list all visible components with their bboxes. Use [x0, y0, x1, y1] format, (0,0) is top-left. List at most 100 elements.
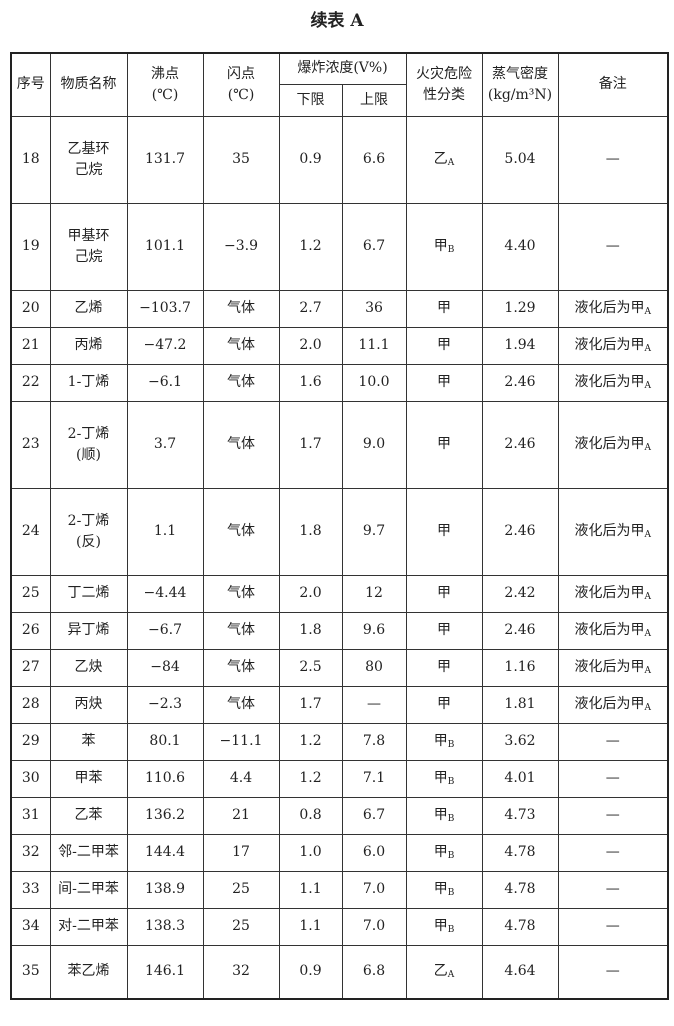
- substance-name-line: 甲苯: [74, 770, 103, 786]
- cell-name: 甲基环 己烷: [49, 202, 128, 291]
- cell-name: 对-二甲苯: [49, 907, 128, 946]
- vapor-label-1: 蒸气密度: [492, 65, 548, 82]
- cell-flash-point: 气体: [202, 685, 280, 724]
- table-row: 24 2-丁烯 (反) 1.1 气体 1.8 9.7 甲 2.46 液化后为甲A: [10, 487, 669, 576]
- cell-hazard-class: 甲: [405, 611, 483, 650]
- remark-text: 液化后为甲: [574, 336, 645, 353]
- remark-text: —: [605, 917, 620, 934]
- cell-no: 28: [10, 685, 51, 724]
- cell-name: 2-丁烯 (顺): [49, 400, 128, 489]
- table-row: 32 邻-二甲苯 144.4 17 1.0 6.0 甲B 4.78—: [10, 833, 669, 872]
- cell-name: 1-丁烯: [49, 363, 128, 402]
- cell-remarks: —: [557, 796, 669, 835]
- cell-name: 乙炔: [49, 648, 128, 687]
- table-row: 29 苯 80.1 −11.1 1.2 7.8 甲B 3.62—: [10, 722, 669, 761]
- table-row: 25 丁二烯 −4.44 气体 2.0 12 甲 2.42 液化后为甲A: [10, 574, 669, 613]
- class-main: 甲: [437, 522, 451, 539]
- cell-upper-limit: 9.7: [341, 487, 407, 576]
- header-no: 序号: [10, 52, 51, 117]
- cell-upper-limit: 6.0: [341, 833, 407, 872]
- cell-boiling-point: 138.9: [126, 870, 204, 909]
- remark-sub: A: [644, 665, 652, 676]
- cell-remarks: —: [557, 722, 669, 761]
- remark-text: 液化后为甲: [574, 695, 645, 712]
- substance-name-line: 乙苯: [74, 807, 103, 823]
- substance-name-line: 苯: [81, 733, 96, 749]
- cell-name: 乙基环 己烷: [49, 115, 128, 204]
- remark-sub: A: [644, 628, 652, 639]
- cell-hazard-class: 甲: [405, 289, 483, 328]
- cell-upper-limit: 6.8: [341, 944, 407, 1000]
- cell-boiling-point: 138.3: [126, 907, 204, 946]
- cell-vapor-density: 4.78: [481, 833, 559, 872]
- class-main: 甲: [437, 373, 451, 390]
- cell-boiling-point: 101.1: [126, 202, 204, 291]
- header-lower: 下限: [278, 83, 343, 117]
- cell-hazard-class: 甲: [405, 326, 483, 365]
- remark-text: 液化后为甲: [574, 621, 645, 638]
- cell-lower-limit: 0.9: [278, 944, 343, 1000]
- class-sub: B: [447, 813, 455, 824]
- remark-text: —: [605, 732, 620, 749]
- cell-no: 27: [10, 648, 51, 687]
- cell-flash-point: 气体: [202, 611, 280, 650]
- class-sub: B: [447, 244, 455, 255]
- cell-hazard-class: 甲B: [405, 796, 483, 835]
- cell-upper-limit: 7.0: [341, 870, 407, 909]
- cell-lower-limit: 1.7: [278, 685, 343, 724]
- cell-boiling-point: −2.3: [126, 685, 204, 724]
- cell-name: 2-丁烯 (反): [49, 487, 128, 576]
- remark-text: —: [605, 806, 620, 823]
- flash-unit: (℃): [227, 86, 255, 103]
- cell-flash-point: 35: [202, 115, 280, 204]
- cell-name: 丙烯: [49, 326, 128, 365]
- cell-hazard-class: 乙A: [405, 115, 483, 204]
- remark-text: —: [605, 237, 620, 254]
- substance-name-line: 丙烯: [74, 337, 103, 353]
- cell-no: 19: [10, 202, 51, 291]
- class-main: 乙: [433, 963, 448, 979]
- cell-vapor-density: 4.78: [481, 907, 559, 946]
- table-row: 35 苯乙烯 146.1 32 0.9 6.8 乙A 4.64—: [10, 944, 669, 1000]
- header-name: 物质名称: [49, 52, 128, 117]
- hazard-label-1: 火灾危险: [416, 65, 472, 82]
- remark-text: 液化后为甲: [574, 584, 645, 601]
- substance-name-line: 邻-二甲苯: [58, 844, 119, 860]
- cell-upper-limit: 6.7: [341, 202, 407, 291]
- cell-hazard-class: 甲B: [405, 722, 483, 761]
- flash-label: 闪点: [227, 65, 255, 82]
- cell-lower-limit: 2.0: [278, 574, 343, 613]
- cell-vapor-density: 4.64: [481, 944, 559, 1000]
- cell-flash-point: −11.1: [202, 722, 280, 761]
- cell-name: 丁二烯: [49, 574, 128, 613]
- cell-remarks: —: [557, 870, 669, 909]
- cell-lower-limit: 0.8: [278, 796, 343, 835]
- table-row: 28 丙炔 −2.3 气体 1.7— 甲 1.81 液化后为甲A: [10, 685, 669, 724]
- cell-upper-limit: 6.6: [341, 115, 407, 204]
- substance-name-line: 乙烯: [74, 300, 103, 316]
- remark-text: 液化后为甲: [574, 658, 645, 675]
- cell-boiling-point: −6.7: [126, 611, 204, 650]
- header-explosion: 爆炸浓度(V%): [278, 52, 407, 85]
- cell-name: 苯: [49, 722, 128, 761]
- cell-upper-limit: 12: [341, 574, 407, 613]
- cell-remarks: 液化后为甲A: [557, 574, 669, 613]
- cell-flash-point: 32: [202, 944, 280, 1000]
- header-subrow: 下限 上限: [11, 83, 668, 117]
- remark-text: —: [605, 150, 620, 167]
- cell-lower-limit: 0.9: [278, 115, 343, 204]
- cell-remarks: —: [557, 202, 669, 291]
- remark-sub: A: [644, 380, 652, 391]
- substance-name-line: 己烷: [74, 161, 103, 178]
- header-boiling-point: 沸点 (℃): [126, 52, 204, 117]
- table-title: 续表 A: [310, 11, 364, 31]
- cell-flash-point: 气体: [202, 363, 280, 402]
- table-row: 18 乙基环 己烷 131.7 35 0.9 6.6 乙A 5.04—: [10, 115, 669, 204]
- remark-text: —: [605, 880, 620, 897]
- header-row: 序号 物质名称 沸点 (℃) 闪点 (℃) 爆炸浓度(V%) 火灾危险 性分类 蒸气密…: [10, 52, 669, 117]
- class-sub: B: [447, 850, 455, 861]
- class-sub: B: [447, 739, 455, 750]
- cell-remarks: 液化后为甲A: [557, 611, 669, 650]
- cell-hazard-class: 甲: [405, 648, 483, 687]
- cell-hazard-class: 甲: [405, 487, 483, 576]
